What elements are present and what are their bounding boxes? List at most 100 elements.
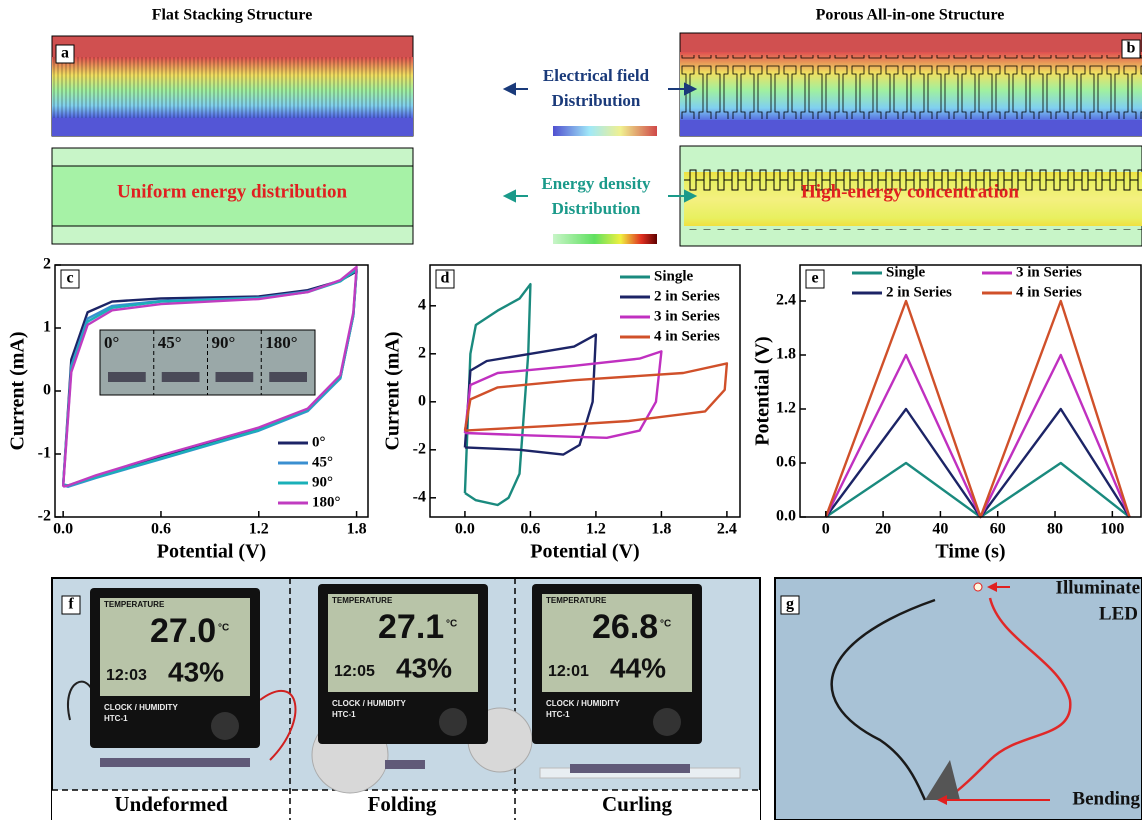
model: HTC-1: [546, 710, 570, 719]
x-tick-label: 60: [990, 521, 1006, 538]
panel-g: g Illuminate LED Bending: [775, 577, 1142, 820]
x-tick-label: 0.0: [455, 521, 475, 538]
y-tick-label: 2: [418, 344, 426, 361]
display-temp: 27.1: [378, 608, 444, 646]
x-tick-label: 0: [822, 521, 830, 538]
panel-label: f: [68, 596, 74, 613]
display-temp: 27.0: [150, 612, 216, 650]
panel-label: d: [441, 270, 450, 287]
inset-label: 0°: [104, 333, 119, 352]
y-tick-label: -1: [38, 445, 51, 462]
y-tick-label: 1: [43, 319, 51, 336]
center-label: Electrical field: [543, 66, 650, 85]
panel-a-energy: Uniform energy distribution: [52, 148, 413, 244]
sim-electrode: [52, 57, 413, 118]
legend-label: 3 in Series: [654, 308, 720, 324]
y-tick-label: 1.2: [776, 400, 796, 417]
legend-label: 2 in Series: [654, 288, 720, 304]
panel-label: g: [786, 596, 794, 613]
model: HTC-1: [104, 714, 128, 723]
display-unit: °C: [660, 619, 671, 630]
sim-pores: [680, 55, 1142, 119]
legend-label: 3 in Series: [1016, 264, 1082, 280]
sim-bottom: [680, 120, 1142, 136]
caption: Curling: [602, 792, 673, 816]
x-tick-label: 0.6: [151, 521, 171, 538]
caption: Folding: [368, 792, 437, 816]
display-header: TEMPERATURE: [546, 596, 607, 605]
x-tick-label: 1.2: [586, 521, 606, 538]
y-tick-label: 4: [418, 296, 426, 313]
y-tick-label: 0.0: [776, 508, 796, 525]
knob: [211, 712, 239, 740]
figure: Flat Stacking Structure Porous All-in-on…: [0, 0, 1142, 820]
display-temp: 26.8: [592, 608, 658, 646]
center-label: Energy density: [541, 174, 651, 193]
legend-label: 4 in Series: [654, 328, 720, 344]
annotation: Illuminate: [1056, 577, 1140, 598]
x-tick-label: 1.8: [651, 521, 671, 538]
heading: Flat Stacking Structure: [152, 7, 313, 24]
x-tick-label: 80: [1047, 521, 1063, 538]
inset-device: [108, 372, 146, 382]
annotation: LED: [1099, 603, 1138, 624]
thermometer: TEMPERATURE 27.1 °C 12:05 43% CLOCK / HU…: [318, 584, 488, 744]
y-axis-label: Current (mA): [7, 331, 29, 450]
arrow: [505, 191, 528, 201]
y-tick-label: 2: [43, 256, 51, 273]
brand: CLOCK / HUMIDITY: [104, 703, 178, 712]
display-time: 12:01: [548, 663, 589, 680]
panel-label: e: [811, 270, 818, 287]
legend-label: 2 in Series: [886, 284, 952, 300]
device: [570, 764, 690, 773]
x-axis-label: Potential (V): [157, 541, 266, 563]
y-axis-label: Potential (V): [752, 336, 774, 445]
y-tick-label: -2: [413, 440, 426, 457]
thermometer: TEMPERATURE 27.0 °C 12:03 43% CLOCK / HU…: [90, 588, 260, 748]
x-tick-label: 1.8: [347, 521, 367, 538]
legend-label: Single: [886, 264, 926, 280]
y-tick-label: 1.8: [776, 346, 796, 363]
display-time: 12:03: [106, 667, 147, 684]
x-tick-label: 100: [1100, 521, 1124, 538]
x-tick-label: 1.2: [249, 521, 269, 538]
x-tick-label: 40: [932, 521, 948, 538]
inset-device: [216, 372, 254, 382]
device: [385, 760, 425, 769]
callout: Uniform energy distribution: [117, 181, 348, 202]
y-tick-label: -4: [413, 488, 426, 505]
photo: [775, 578, 1142, 820]
page: {"headings": {"left": "Flat Stacking Str…: [0, 0, 1142, 820]
panel-b-field: b: [680, 33, 1142, 136]
display-humidity: 43%: [396, 652, 452, 683]
legend-label: 0°: [312, 434, 326, 450]
display-time: 12:05: [334, 663, 375, 680]
inset-label: 45°: [158, 333, 182, 352]
y-tick-label: 2.4: [776, 292, 796, 309]
display-humidity: 44%: [610, 652, 666, 683]
model: HTC-1: [332, 710, 356, 719]
thermometer: TEMPERATURE 26.8 °C 12:01 44% CLOCK / HU…: [532, 584, 702, 744]
device: [100, 758, 250, 767]
x-tick-label: 20: [875, 521, 891, 538]
panel-label: c: [66, 270, 73, 287]
colorbar: [553, 126, 657, 136]
colorbar: [553, 234, 657, 244]
inset-device: [162, 372, 200, 382]
center-label: Distribution: [552, 199, 641, 218]
center-label: Distribution: [552, 91, 641, 110]
display-header: TEMPERATURE: [332, 596, 393, 605]
annotation: Bending: [1072, 788, 1140, 809]
display-humidity: 43%: [168, 656, 224, 687]
display-header: TEMPERATURE: [104, 600, 165, 609]
inset-label: 180°: [265, 333, 297, 352]
arrow: [505, 84, 528, 94]
knob: [439, 708, 467, 736]
led: [974, 583, 982, 591]
y-axis-label: Current (mA): [382, 331, 404, 450]
sim-bottom: [52, 118, 413, 136]
legend-label: 90°: [312, 474, 333, 490]
x-tick-label: 0.6: [520, 521, 540, 538]
brand: CLOCK / HUMIDITY: [332, 699, 406, 708]
callout: High-energy concentration: [801, 181, 1019, 202]
